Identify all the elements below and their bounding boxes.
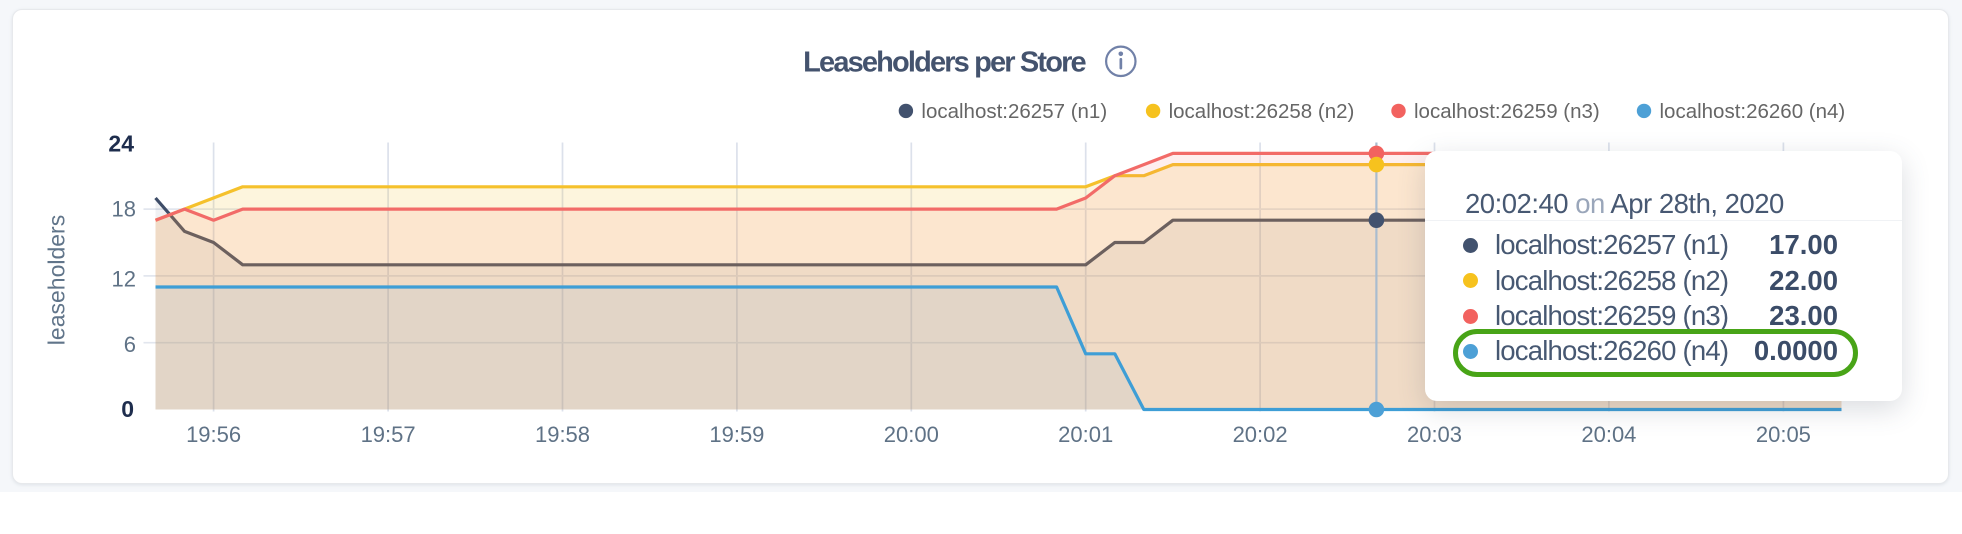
svg-text:6: 6 <box>124 332 136 357</box>
svg-text:19:58: 19:58 <box>535 422 590 447</box>
svg-text:Leaseholders per Store: Leaseholders per Store <box>803 47 1086 79</box>
svg-text:localhost:26257 (n1): localhost:26257 (n1) <box>921 100 1107 123</box>
svg-text:19:56: 19:56 <box>186 422 241 447</box>
svg-text:20:03: 20:03 <box>1407 422 1462 447</box>
svg-text:0: 0 <box>121 396 134 422</box>
svg-text:leaseholders: leaseholders <box>44 215 70 345</box>
svg-text:20:00: 20:00 <box>884 422 939 447</box>
svg-text:19:59: 19:59 <box>709 422 764 447</box>
svg-text:19:57: 19:57 <box>361 422 416 447</box>
svg-text:12: 12 <box>112 266 136 291</box>
svg-text:20:02: 20:02 <box>1233 422 1288 447</box>
svg-text:localhost:26259 (n3): localhost:26259 (n3) <box>1414 100 1600 123</box>
svg-text:localhost:26258 (n2): localhost:26258 (n2) <box>1169 100 1355 123</box>
svg-text:24: 24 <box>108 131 134 157</box>
svg-text:20:05: 20:05 <box>1756 422 1811 447</box>
svg-text:20:01: 20:01 <box>1058 422 1113 447</box>
svg-text:20:04: 20:04 <box>1581 422 1636 447</box>
svg-text:localhost:26260 (n4): localhost:26260 (n4) <box>1660 100 1846 123</box>
svg-text:18: 18 <box>112 197 136 222</box>
